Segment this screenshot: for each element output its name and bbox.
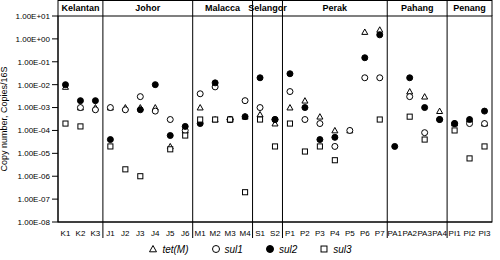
- svg-text:PA4: PA4: [432, 229, 447, 238]
- svg-text:J5: J5: [166, 229, 175, 238]
- svg-text:Perak: Perak: [323, 3, 349, 13]
- svg-text:Penang: Penang: [453, 3, 486, 13]
- svg-text:S1: S1: [255, 229, 265, 238]
- svg-text:PI3: PI3: [479, 229, 492, 238]
- svg-text:Copy number, Copies/16S: Copy number, Copies/16S: [8, 66, 9, 171]
- svg-text:M1: M1: [195, 229, 207, 238]
- svg-text:1.00E+00: 1.00E+00: [16, 35, 51, 44]
- svg-text:M2: M2: [210, 229, 222, 238]
- svg-text:1.00E-02: 1.00E-02: [18, 81, 51, 90]
- svg-text:S2: S2: [270, 229, 280, 238]
- svg-text:P4: P4: [330, 229, 340, 238]
- svg-text:J2: J2: [121, 229, 130, 238]
- svg-text:M3: M3: [225, 229, 237, 238]
- svg-text:P7: P7: [375, 229, 385, 238]
- svg-text:PI2: PI2: [464, 229, 477, 238]
- svg-text:P1: P1: [285, 229, 295, 238]
- svg-text:1.00E-03: 1.00E-03: [18, 103, 51, 112]
- svg-text:K3: K3: [91, 229, 101, 238]
- html-text:sul2: sul2: [278, 243, 298, 255]
- svg-text:K1: K1: [61, 229, 71, 238]
- svg-text:1.00E-08: 1.00E-08: [18, 218, 51, 227]
- svg-text:1.00E-06: 1.00E-06: [18, 172, 51, 181]
- svg-text:Pahang: Pahang: [401, 3, 434, 13]
- html-text:tet(M): tet(M): [162, 243, 189, 255]
- svg-text:Selangor: Selangor: [248, 3, 287, 13]
- svg-text:P3: P3: [315, 229, 325, 238]
- svg-text:1.00E-07: 1.00E-07: [18, 195, 51, 204]
- svg-text:K2: K2: [76, 229, 86, 238]
- svg-text:Malacca: Malacca: [205, 3, 241, 13]
- svg-text:M4: M4: [240, 229, 252, 238]
- html-text:sul1: sul1: [224, 243, 243, 255]
- html-text:sul3: sul3: [333, 243, 352, 255]
- svg-text:J6: J6: [181, 229, 190, 238]
- svg-text:1.00E-04: 1.00E-04: [18, 126, 51, 135]
- svg-text:PI1: PI1: [449, 229, 462, 238]
- svg-text:1.00E-01: 1.00E-01: [18, 58, 51, 67]
- svg-text:P5: P5: [345, 229, 355, 238]
- svg-text:PA1: PA1: [387, 229, 402, 238]
- svg-text:PA2: PA2: [402, 229, 417, 238]
- svg-text:J4: J4: [151, 229, 160, 238]
- svg-text:J1: J1: [106, 229, 115, 238]
- svg-text:PA3: PA3: [417, 229, 432, 238]
- svg-text:P2: P2: [300, 229, 310, 238]
- svg-text:P6: P6: [360, 229, 370, 238]
- svg-text:Johor: Johor: [135, 3, 160, 13]
- svg-text:Kelantan: Kelantan: [61, 3, 99, 13]
- svg-text:1.00E+01: 1.00E+01: [16, 12, 51, 21]
- svg-text:1.00E-05: 1.00E-05: [18, 149, 51, 158]
- svg-text:J3: J3: [136, 229, 145, 238]
